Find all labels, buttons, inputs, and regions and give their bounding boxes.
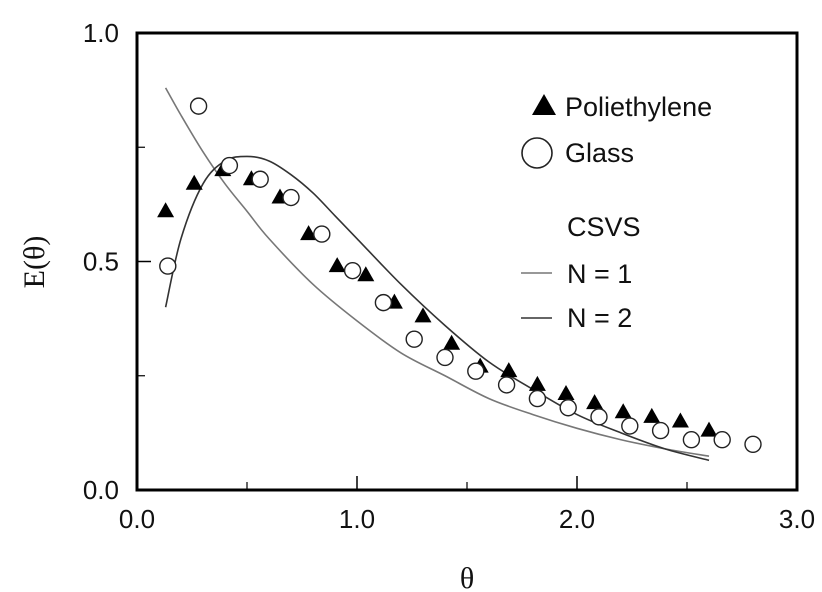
glass-point [682,431,701,449]
glass-point [405,330,423,348]
glass-point [713,431,731,449]
x-tick-label: 2.0 [559,504,595,534]
glass-point [467,362,485,380]
x-tick-label: 1.0 [339,504,375,534]
poliethylene-point [357,266,375,282]
curve-n1 [164,87,710,457]
glass-point [282,188,300,207]
glass-point [189,97,208,115]
glass-point [313,225,331,243]
glass-point [590,408,608,426]
legend: Poliethylene Glass CSVS N = 1 N = 2 [521,92,712,333]
poliethylene-point [614,403,632,419]
poliethylene-point [700,421,718,437]
glass-point [436,348,454,367]
data-markers [157,97,762,453]
legend-group-title: CSVS [567,212,641,242]
y-tick-label: 0.0 [83,475,119,505]
poliethylene-point [500,362,518,378]
glass-point [343,261,362,280]
y-axis-title: E(θ) [18,236,51,289]
legend-n1-label: N = 1 [567,259,632,289]
poliethylene-point [414,307,432,323]
legend-poly-label: Poliethylene [565,92,712,122]
axis-ticks [136,32,798,491]
glass-point [159,257,177,275]
glass-point [497,376,516,394]
model-curves [164,87,710,462]
glass-point [621,417,639,435]
legend-glass-marker [521,137,553,169]
poliethylene-point [528,375,546,391]
glass-point [744,435,762,453]
poliethylene-point [300,225,318,241]
glass-point [528,389,547,408]
legend-glass-label: Glass [565,138,634,168]
poliethylene-point [586,394,604,410]
poliethylene-point [557,385,575,401]
poliethylene-point [443,334,461,350]
curve-n2 [164,155,710,462]
legend-poly-marker [532,94,556,115]
glass-point [651,421,670,440]
glass-point [220,156,239,175]
glass-point [251,170,269,188]
poliethylene-point [328,257,346,273]
x-axis-title: θ [460,562,474,592]
glass-point [374,293,393,312]
y-tick-label: 0.5 [83,247,119,277]
x-tick-label: 0.0 [119,504,155,534]
poliethylene-point [643,407,661,423]
axis-tick-labels: 0.0 1.0 2.0 3.0 0.0 0.5 1.0 [83,18,815,534]
poliethylene-point [157,202,175,218]
poliethylene-point [185,174,203,190]
y-tick-label: 1.0 [83,18,119,48]
poliethylene-point [671,412,689,428]
glass-point [559,399,577,417]
legend-n2-label: N = 2 [567,303,632,333]
x-tick-label: 3.0 [779,504,815,534]
